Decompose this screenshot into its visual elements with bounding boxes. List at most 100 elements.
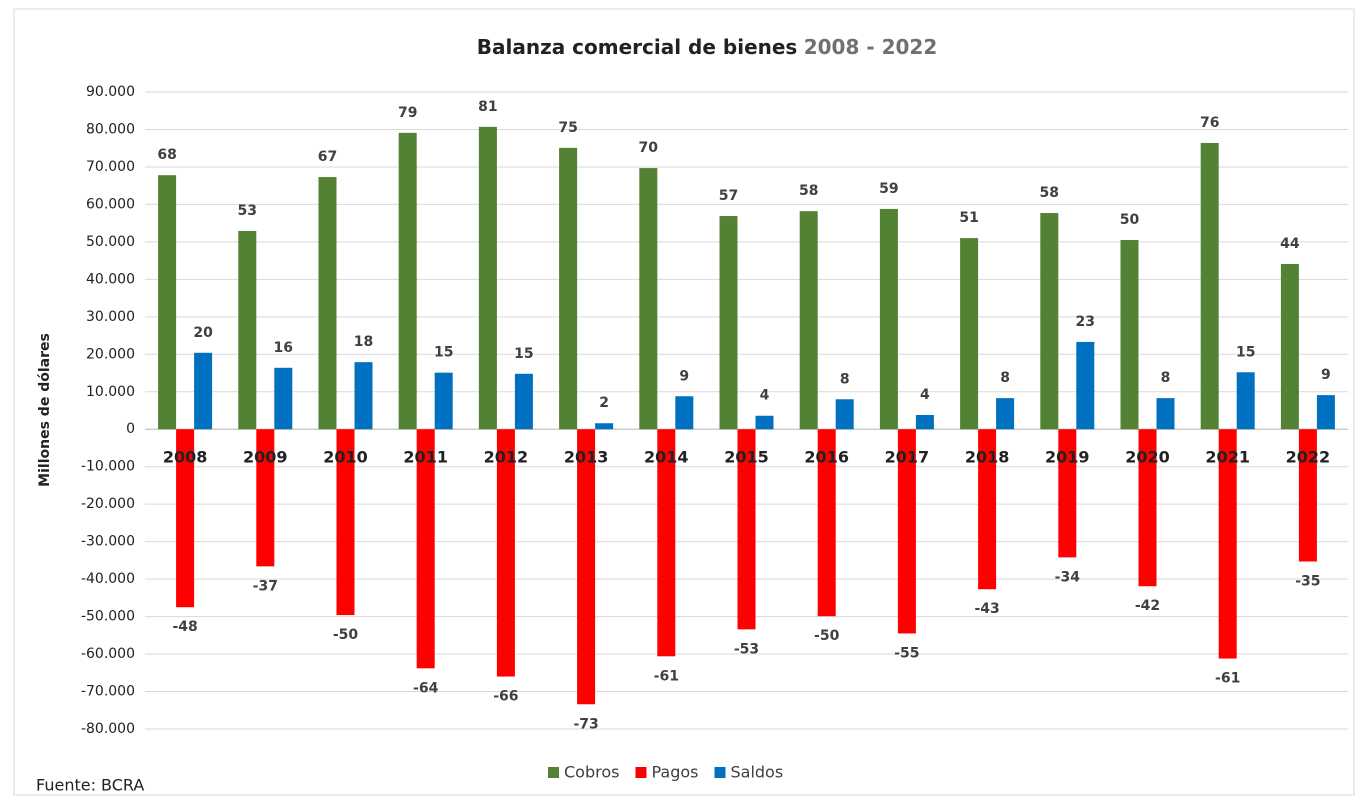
bar	[577, 429, 596, 705]
value-label: -43	[974, 601, 999, 617]
value-label: -66	[493, 689, 518, 705]
legend-label: Pagos	[651, 763, 698, 782]
value-label: -61	[1215, 671, 1240, 687]
y-tick-label: 50.000	[86, 234, 135, 250]
bar	[354, 362, 373, 430]
bar	[1156, 398, 1175, 430]
value-label: 44	[1280, 236, 1300, 252]
y-tick-label: -20.000	[81, 496, 135, 512]
value-label: 16	[274, 340, 293, 356]
bar	[1138, 429, 1157, 587]
value-label: 58	[1040, 185, 1059, 201]
y-tick-label: 40.000	[86, 271, 135, 287]
x-tick-label: 2020	[1125, 448, 1170, 467]
y-tick-label: -30.000	[81, 534, 135, 550]
value-label: 59	[879, 181, 898, 197]
y-tick-label: 90.000	[86, 84, 135, 100]
value-label: 15	[434, 345, 453, 361]
value-label: 53	[238, 203, 257, 219]
value-label: -73	[573, 716, 598, 732]
bar	[755, 415, 774, 430]
bar	[336, 429, 355, 616]
x-tick-label: 2017	[885, 448, 930, 467]
bar	[256, 429, 275, 567]
y-tick-label: -50.000	[81, 609, 135, 625]
value-label: 9	[679, 368, 689, 384]
bar	[1218, 429, 1237, 659]
bar	[496, 429, 515, 677]
bar	[398, 132, 417, 430]
bar	[657, 429, 676, 657]
value-label: 58	[799, 183, 818, 199]
x-tick-label: 2019	[1045, 448, 1090, 467]
value-label: -48	[172, 619, 197, 635]
x-tick-label: 2016	[804, 448, 849, 467]
value-label: 2	[599, 395, 609, 411]
legend-label: Saldos	[730, 763, 783, 782]
x-tick-label: 2010	[323, 448, 368, 467]
bar	[879, 208, 898, 430]
bar	[1298, 429, 1317, 562]
y-axis-label: Millones de dólares	[37, 333, 53, 487]
bar	[1040, 213, 1059, 430]
y-tick-label: 70.000	[86, 159, 135, 175]
bar	[1236, 372, 1255, 430]
chart-subtitle: 2008 - 2022	[804, 35, 938, 59]
value-label: 18	[354, 334, 373, 350]
y-tick-label: 20.000	[86, 346, 135, 362]
value-label: -55	[894, 645, 919, 661]
bar	[835, 399, 854, 430]
value-label: 67	[318, 149, 337, 165]
bar	[559, 147, 578, 430]
value-label: 15	[1236, 344, 1255, 360]
y-tick-label: 80.000	[86, 121, 135, 137]
bar	[960, 238, 979, 430]
value-label: 23	[1076, 314, 1095, 330]
value-label: 81	[478, 99, 497, 115]
x-tick-label: 2015	[724, 448, 769, 467]
x-tick-label: 2022	[1286, 448, 1331, 467]
bar	[817, 429, 836, 617]
bar	[1058, 429, 1077, 558]
bar	[595, 423, 614, 430]
y-tick-label: -70.000	[81, 684, 135, 700]
value-label: 68	[157, 147, 176, 163]
x-tick-label: 2009	[243, 448, 288, 467]
x-tick-label: 2008	[163, 448, 208, 467]
value-label: -64	[413, 680, 439, 696]
y-tick-label: -60.000	[81, 646, 135, 662]
y-tick-label: 60.000	[86, 196, 135, 212]
bar	[1280, 263, 1299, 430]
bar	[639, 168, 658, 430]
y-tick-label: 0	[126, 421, 135, 437]
value-label: 8	[1000, 370, 1010, 386]
bar	[274, 367, 293, 430]
value-label: 4	[760, 388, 770, 404]
bar	[1120, 240, 1139, 430]
bar	[1316, 395, 1335, 430]
bar	[719, 216, 738, 430]
value-label: 50	[1120, 212, 1140, 228]
value-label: 76	[1200, 115, 1219, 131]
x-tick-label: 2011	[403, 448, 448, 467]
bar	[996, 398, 1015, 430]
value-label: 8	[840, 371, 850, 387]
y-tick-label: -80.000	[81, 721, 135, 737]
bar	[194, 352, 213, 430]
value-label: 4	[920, 387, 930, 403]
value-label: -50	[814, 628, 840, 644]
value-label: -42	[1135, 598, 1160, 614]
x-tick-label: 2012	[484, 448, 529, 467]
value-label: 8	[1161, 370, 1171, 386]
bar	[434, 372, 453, 430]
bar	[176, 429, 195, 608]
bar	[1076, 341, 1095, 430]
bar	[478, 126, 497, 430]
value-label: -37	[253, 578, 278, 594]
bar	[416, 429, 435, 669]
bar	[737, 429, 756, 630]
bar	[799, 211, 818, 430]
value-label: -34	[1055, 569, 1081, 585]
bar	[318, 177, 337, 430]
